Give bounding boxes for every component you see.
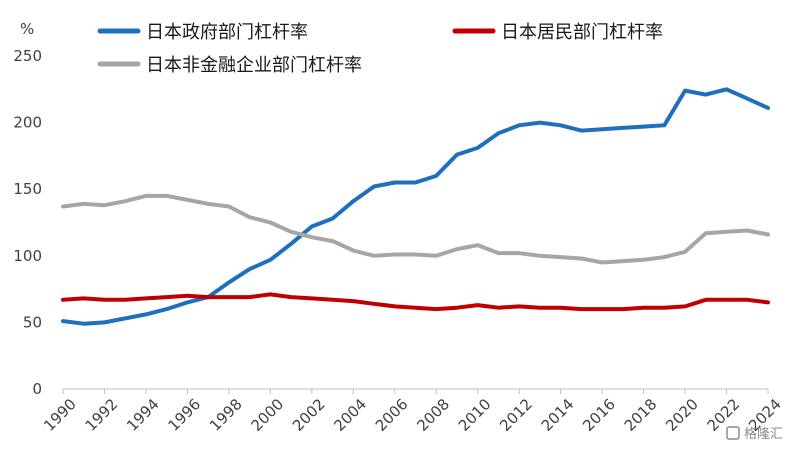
x-tick-label: 1998	[206, 395, 246, 435]
watermark-text: 格隆汇	[744, 426, 783, 442]
x-tick-label: 1996	[165, 395, 205, 435]
legend-label-0: 日本政府部门杠杆率	[146, 22, 308, 43]
x-tick-label: 2022	[704, 395, 744, 435]
x-tick-label: 2016	[579, 395, 619, 435]
x-tick-label: 1994	[123, 395, 163, 435]
x-tick-label: 2002	[289, 395, 329, 435]
legend-label-1: 日本居民部门杠杆率	[501, 22, 663, 43]
x-tick-label: 2000	[247, 395, 287, 435]
y-tick-label: 50	[23, 313, 42, 331]
x-tick-label: 2018	[621, 395, 661, 435]
y-axis-ticks: 0 50 100 150 200 250	[13, 47, 42, 398]
series-line-0	[61, 87, 770, 326]
x-tick-label: 2004	[330, 395, 370, 435]
x-tick-label: 2020	[662, 395, 702, 435]
x-tick-label: 1990	[40, 395, 80, 435]
x-tick-label: 2010	[455, 395, 495, 435]
watermark: 格隆汇	[726, 426, 783, 442]
y-tick-label: 150	[13, 180, 42, 198]
watermark-logo-icon	[726, 426, 740, 440]
x-tick-label: 1992	[82, 395, 122, 435]
y-tick-label: 250	[13, 47, 42, 65]
series-line-1	[61, 292, 770, 312]
series-lines	[61, 87, 770, 326]
x-tick-label: 2006	[372, 395, 412, 435]
x-tick-label: 2014	[538, 395, 578, 435]
y-tick-label: 100	[13, 247, 42, 265]
series-line-2	[61, 193, 770, 265]
x-tick-label: 2008	[413, 395, 453, 435]
y-tick-label: 0	[32, 380, 42, 398]
legend-label-2: 日本非金融企业部门杠杆率	[146, 55, 362, 76]
x-tick-label: 2012	[496, 395, 536, 435]
x-axis-ticks: 1990 1992 1994 1996 1998 2000 2002 2004 2006 2008…	[40, 389, 785, 435]
y-axis-unit-label: %	[20, 20, 34, 38]
y-tick-label: 200	[13, 114, 42, 132]
